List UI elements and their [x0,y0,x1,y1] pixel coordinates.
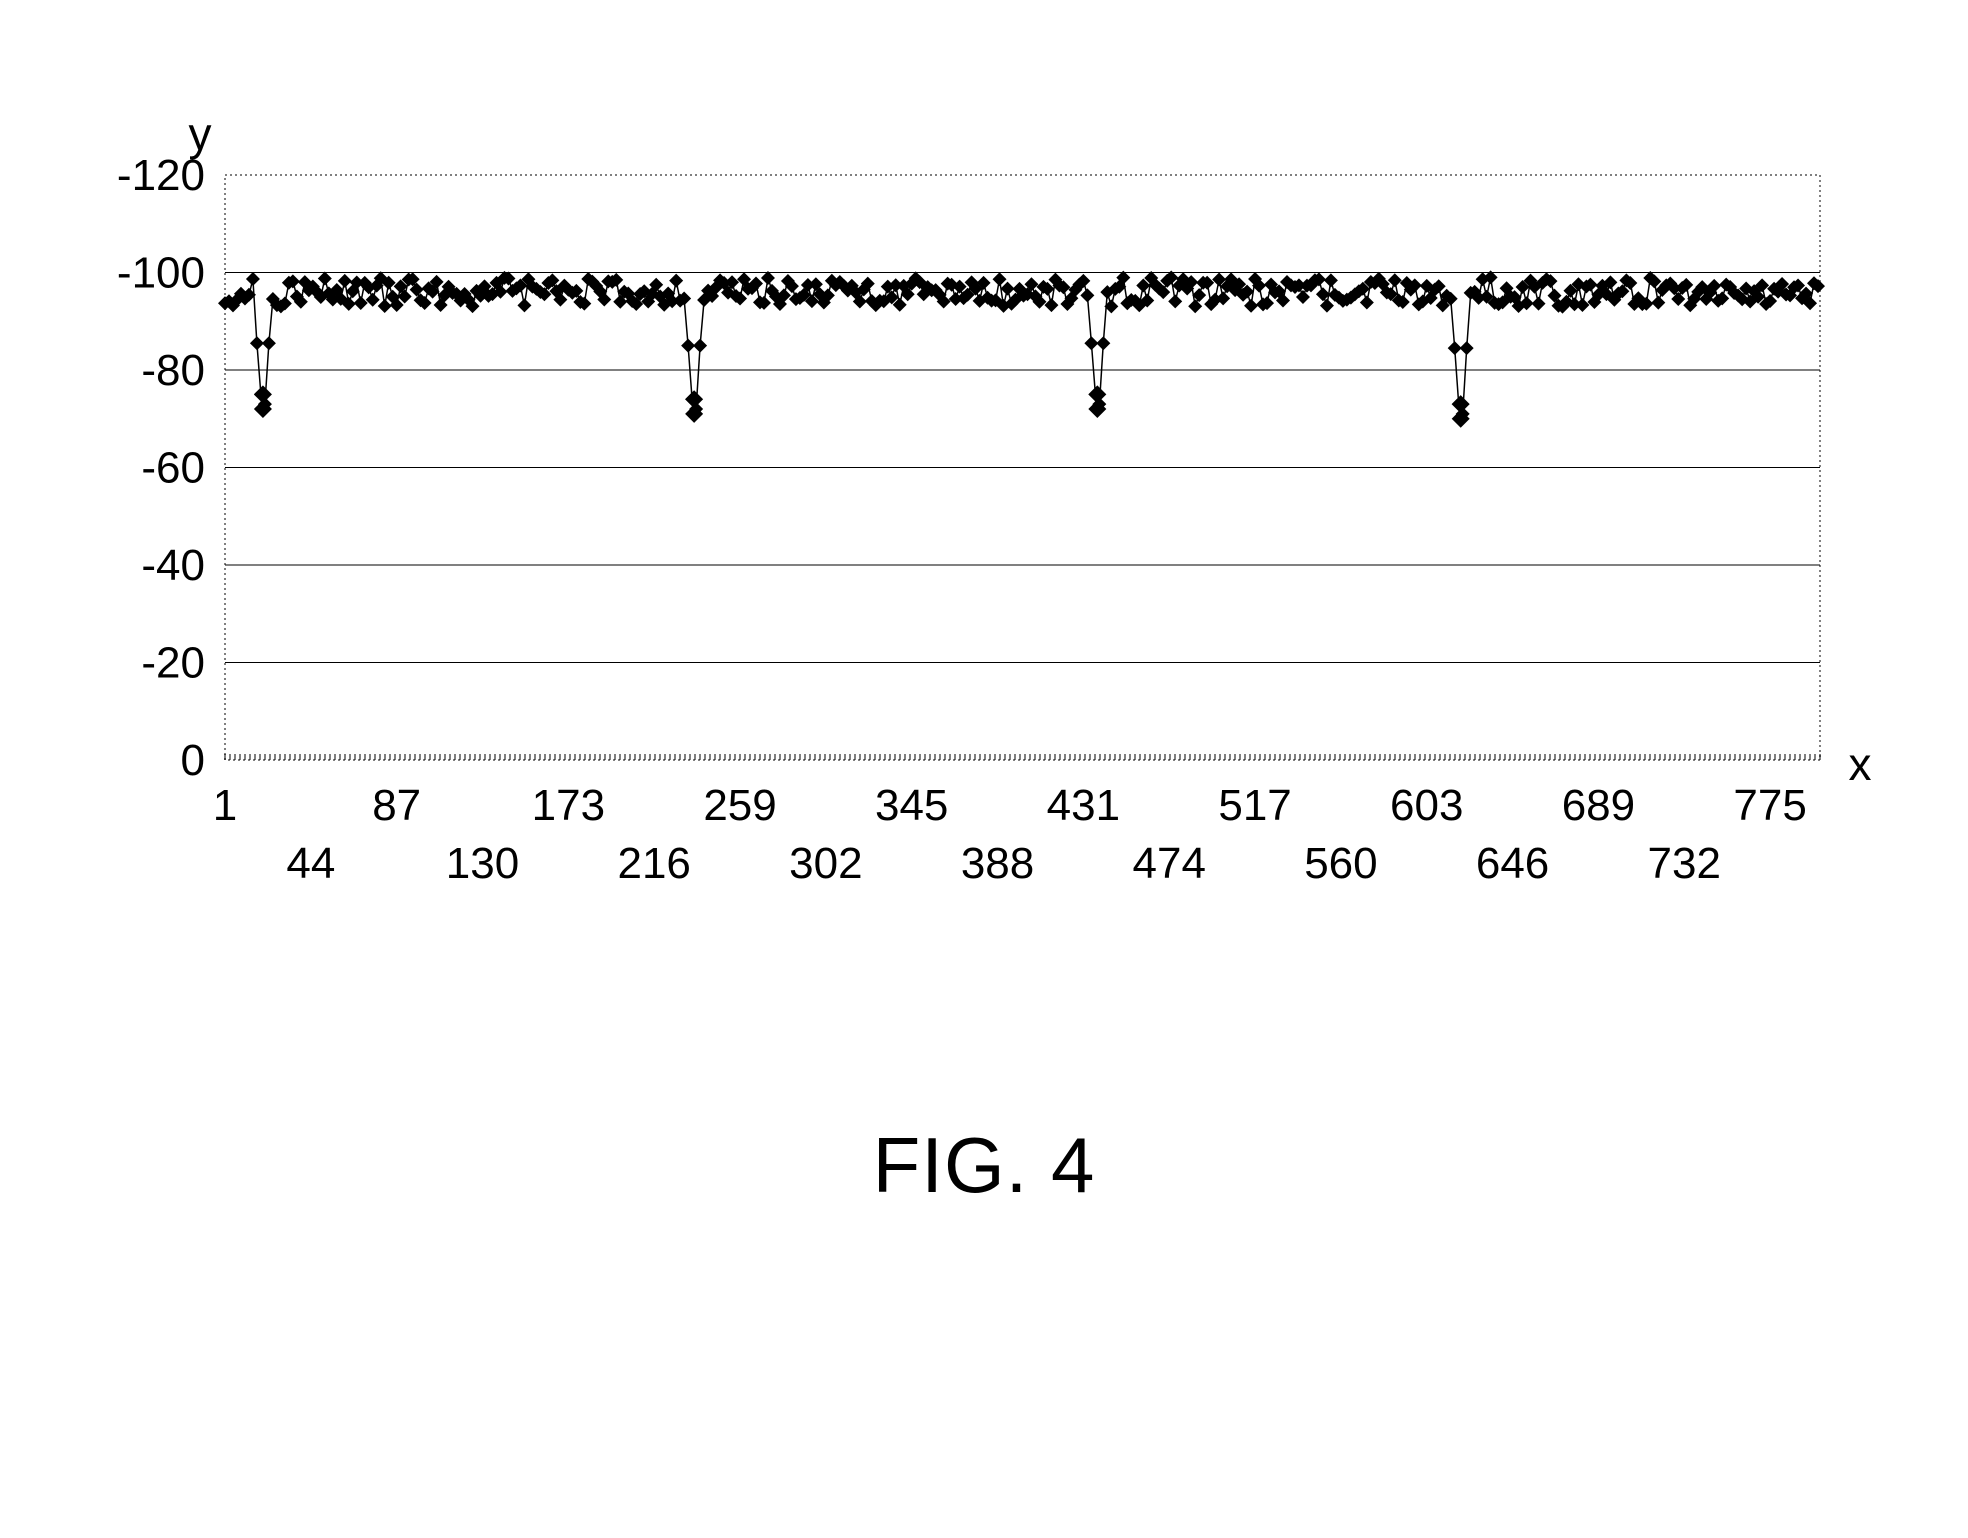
x-tick-label-row1: 1 [213,781,237,830]
y-axis-label: y [189,108,212,160]
x-tick-label-row1: 603 [1390,781,1463,830]
x-tick-label-row2: 646 [1476,839,1549,888]
x-tick-label-row2: 560 [1304,839,1377,888]
y-tick-label: 0 [181,736,205,785]
x-tick-label-row1: 775 [1733,781,1806,830]
data-markers [218,270,1825,427]
x-tick-label-row1: 517 [1218,781,1291,830]
x-tick-label-row1: 259 [703,781,776,830]
x-tick-label-row1: 87 [372,781,421,830]
x-tick-label-row1: 345 [875,781,948,830]
y-tick-label: -80 [141,346,205,395]
y-tick-label: -100 [117,249,205,298]
y-tick-label: -40 [141,541,205,590]
x-tick-label-row2: 732 [1648,839,1721,888]
x-tick-label-row1: 431 [1047,781,1120,830]
x-tick-label-row2: 44 [286,839,335,888]
y-tick-label: -20 [141,639,205,688]
x-tick-label-row2: 302 [789,839,862,888]
chart-svg: -120-100-80-60-40-2001871732593454315176… [40,60,1900,1080]
x-tick-label-row2: 130 [446,839,519,888]
figure-caption: FIG. 4 [873,1120,1096,1211]
x-axis-label: x [1849,738,1872,790]
chart-container: -120-100-80-60-40-2001871732593454315176… [40,60,1900,1080]
x-tick-label-row2: 388 [961,839,1034,888]
x-tick-label-row1: 173 [532,781,605,830]
x-tick-label-row1: 689 [1562,781,1635,830]
x-tick-label-row2: 216 [617,839,690,888]
x-tick-label-row2: 474 [1133,839,1206,888]
y-tick-label: -60 [141,444,205,493]
